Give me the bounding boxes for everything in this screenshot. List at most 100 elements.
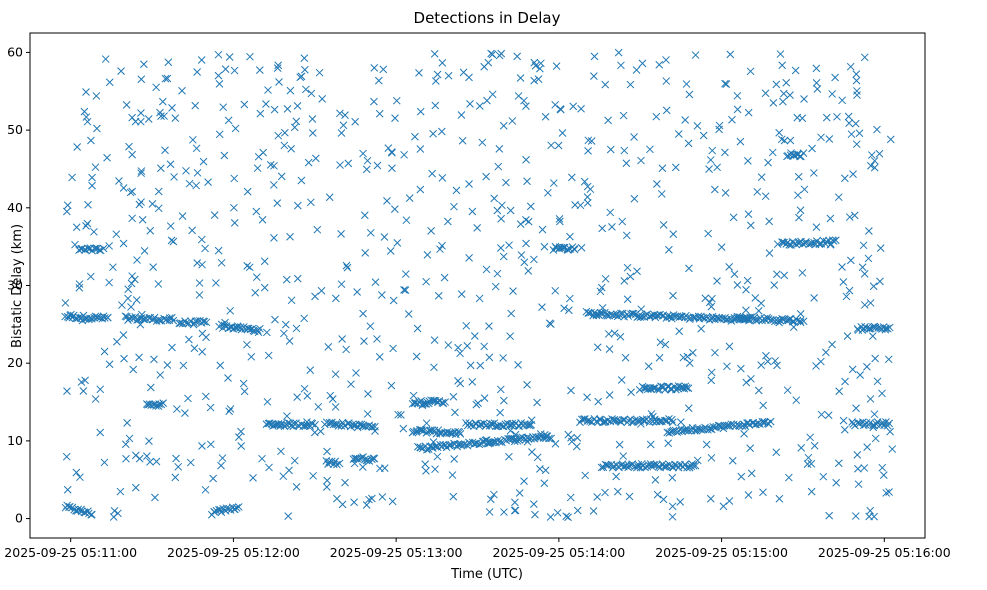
detection-point [847,130,856,139]
detection-point [438,58,447,67]
detection-point [309,471,317,480]
detection-point [413,324,422,333]
detection-point [719,502,728,511]
detection-point [168,103,176,112]
detection-point [88,181,96,190]
detection-point [708,294,716,303]
detection-point [137,109,145,117]
detection-point [135,454,144,463]
detection-point [714,421,723,430]
detection-point [388,164,396,173]
detection-point [431,101,440,110]
detection-point [394,410,403,419]
detection-point [451,408,459,417]
detection-point [853,91,861,99]
detection-point [599,418,607,427]
detection-point [514,361,522,369]
detection-point [707,302,716,311]
detection-point [280,329,288,338]
detection-point [206,403,215,412]
detection-point [224,116,233,125]
detection-point [497,214,505,223]
detection-point [825,135,834,143]
detection-point [668,473,677,482]
detection-point [293,393,302,401]
detection-point [621,353,630,362]
detection-point [215,130,224,139]
detection-point [71,240,79,249]
detection-point [713,277,721,285]
detection-point [786,91,794,99]
detection-point [480,62,489,71]
detection-point [308,419,317,428]
detection-point [684,139,693,148]
detection-point [297,72,306,81]
detection-point [499,354,507,362]
detection-point [527,416,536,425]
detection-point [493,436,502,445]
detection-point [549,179,558,187]
detection-point [339,121,348,130]
detection-point [873,125,881,134]
detection-point [297,176,306,185]
detection-point [252,207,261,216]
x-axis-label: Time (UTC) [450,567,523,582]
detection-point [231,124,240,133]
detection-point [601,274,610,283]
detection-point [101,55,110,63]
detection-point [867,151,876,159]
detection-point [728,456,737,465]
detection-point [256,109,265,118]
detection-point [274,131,283,140]
detection-point [721,148,729,157]
detection-point [506,332,515,341]
detection-point [389,344,397,353]
detection-point [193,317,202,325]
detection-point [628,418,636,427]
detection-point [867,161,875,170]
detection-point [693,121,702,130]
detection-point [491,282,500,291]
detection-point [888,445,897,453]
detection-point [463,341,472,350]
detection-point [384,144,393,152]
detection-point [567,386,575,395]
detection-point [682,80,691,88]
detection-point [311,292,319,301]
detection-point [214,50,223,59]
detection-point [679,353,688,362]
detection-point [540,479,549,488]
detection-point [375,353,384,361]
detection-point [817,357,825,366]
detection-point [135,353,143,362]
detection-point [482,436,491,444]
detection-point [65,502,74,511]
detection-point [230,219,239,227]
detection-point [149,263,158,271]
detection-point [799,317,808,326]
detection-point [567,173,576,182]
detection-point [391,114,399,122]
detection-point [697,324,705,333]
detection-point [794,191,802,200]
x-tick-label: 2025-09-25 05:15:00 [655,545,788,560]
detection-point [201,244,209,253]
detection-point [511,430,520,439]
detection-point [795,213,803,222]
detection-point [128,150,137,159]
detection-point [482,421,491,430]
detection-point [152,457,161,466]
detection-point [852,140,861,149]
detection-point [202,318,211,327]
detection-point [386,247,395,255]
detection-point [573,434,582,442]
detection-point [845,119,853,128]
detection-point [427,226,435,235]
detection-point [236,324,244,332]
detection-point [593,343,602,352]
detection-point [632,66,641,74]
detection-point [150,355,158,364]
detection-point [564,246,572,254]
detection-point [667,415,676,424]
